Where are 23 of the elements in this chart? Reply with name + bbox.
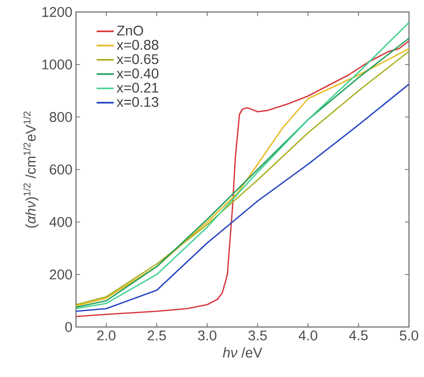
legend-label: x=0.13 [116,97,158,107]
y-tick-label: 800 [50,112,72,122]
y-tick-label: 400 [49,217,72,227]
x-tick-label: 2.5 [148,330,166,340]
legend-label: x=0.65 [116,54,158,64]
legend-label: x=0.88 [116,40,158,50]
x-tick-label: 3.0 [198,330,216,340]
y-tick-label: 200 [50,270,72,280]
y-tick-label: 1200 [42,7,72,17]
x-tick-label: 4.5 [349,330,368,340]
x-tick-label: 5.0 [400,330,418,340]
legend-label: ZnO [116,26,144,36]
legend-label: x=0.40 [116,68,158,78]
legend-label: x=0.21 [116,82,158,93]
line-series [76,84,409,312]
y-tick-label: 0 [65,322,72,332]
x-tick-label: 2.0 [97,330,116,340]
x-tick-label: 3.5 [248,330,267,340]
y-tick-label: 600 [50,164,72,174]
y-tick-label: 1000 [42,60,72,70]
x-tick-label: 4.0 [298,330,318,340]
y-axis-title: (αhν)$^{1/2}$ /cm$^{1/2}$eV$^{1/2}$ [23,111,38,228]
x-axis-title: hν /eV [222,347,262,358]
